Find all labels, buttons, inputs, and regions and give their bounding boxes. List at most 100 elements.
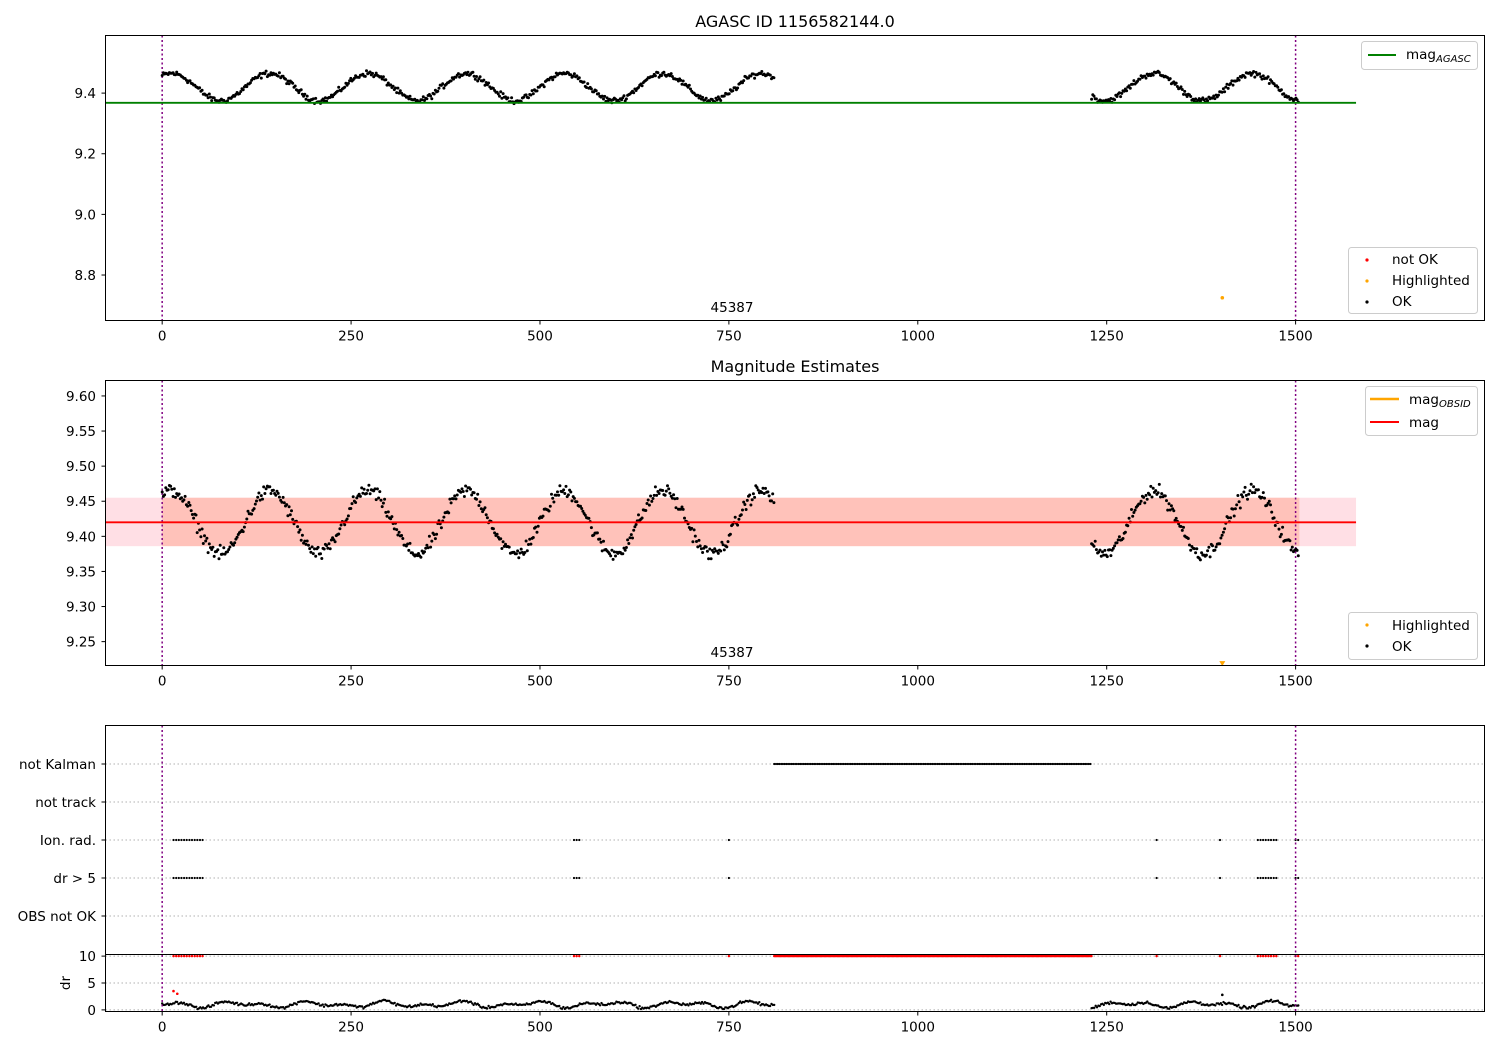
ok-point — [670, 75, 674, 78]
ok-point — [375, 487, 379, 491]
ok-point — [343, 85, 347, 89]
y-tick-label: 9.30 — [66, 600, 96, 616]
flag-point — [1256, 876, 1259, 880]
ok-point — [572, 72, 576, 76]
ok-point — [297, 91, 301, 95]
ok-point — [681, 79, 685, 83]
ok-point — [1243, 485, 1247, 489]
dr-outlier-point — [175, 992, 179, 996]
ok-point — [343, 523, 347, 527]
flag-point — [889, 762, 892, 766]
flag-point — [941, 762, 944, 766]
ok-point — [311, 97, 315, 101]
flag-point — [1037, 762, 1040, 766]
ok-point — [1263, 496, 1266, 500]
ok-point — [772, 501, 776, 505]
ok-point — [256, 495, 260, 499]
ok-point — [1103, 548, 1107, 552]
flag-point — [177, 876, 180, 880]
ok-point — [1150, 495, 1154, 499]
ok-point — [284, 77, 287, 81]
flag-point — [877, 762, 880, 766]
dr-point — [209, 1005, 213, 1008]
ok-point — [314, 96, 318, 100]
ok-point — [698, 94, 702, 98]
ok-point — [536, 524, 540, 528]
ok-point — [277, 71, 281, 75]
flag-point — [1272, 876, 1275, 880]
ok-point — [423, 99, 426, 102]
flag-point — [1068, 762, 1071, 766]
ok-point — [628, 536, 632, 540]
ok-point — [304, 97, 308, 101]
ok-point — [1120, 91, 1124, 95]
flag-point — [807, 762, 811, 766]
flag-point — [1085, 762, 1089, 766]
ok-point — [303, 539, 307, 543]
ok-point — [720, 540, 724, 544]
ok-point — [182, 498, 186, 502]
flag-point — [891, 762, 894, 766]
ok-point — [310, 545, 314, 549]
ok-point — [1174, 81, 1178, 85]
ok-point — [1121, 537, 1125, 540]
ok-point — [716, 551, 720, 555]
ok-point — [663, 493, 667, 497]
ok-point — [1094, 548, 1098, 552]
ok-point — [1232, 514, 1236, 518]
ok-point — [525, 549, 529, 553]
ok-point — [188, 79, 192, 83]
flag-point — [840, 762, 844, 766]
ok-point — [263, 72, 267, 76]
ok-point — [285, 82, 289, 86]
ok-point — [384, 510, 388, 514]
ok-point — [268, 73, 272, 77]
ok-point — [1098, 548, 1102, 552]
ok-point — [504, 542, 507, 546]
flag-point — [177, 838, 180, 842]
flag-point — [919, 762, 922, 766]
ok-point — [1109, 554, 1113, 558]
ok-point — [1131, 82, 1135, 86]
dr-flagged-point — [578, 954, 581, 958]
ok-point — [1154, 489, 1158, 493]
flag-point — [1087, 762, 1090, 766]
ok-point — [1259, 75, 1263, 79]
ok-point — [241, 88, 245, 92]
ok-point — [201, 542, 205, 545]
ok-point — [1213, 97, 1217, 101]
ok-point — [1144, 76, 1148, 80]
flag-point — [896, 762, 899, 766]
ok-point — [177, 492, 181, 496]
ok-point — [1157, 71, 1161, 74]
ok-point — [297, 530, 301, 534]
flag-point — [1042, 762, 1045, 766]
ok-point — [1296, 554, 1300, 558]
ok-point — [670, 496, 674, 500]
flag-point — [903, 762, 906, 766]
flag-point — [1065, 762, 1068, 766]
ok-point — [623, 548, 627, 552]
flag-point — [1054, 762, 1057, 766]
ok-point — [226, 99, 229, 103]
ok-point — [766, 490, 770, 494]
ok-point — [1207, 545, 1211, 549]
ok-point — [385, 514, 389, 518]
ok-point — [1219, 536, 1223, 540]
ok-point — [1160, 492, 1164, 496]
ok-point — [274, 493, 278, 497]
ok-point — [163, 493, 167, 497]
dr-point — [393, 1001, 396, 1005]
dr-flagged-point — [1090, 954, 1093, 958]
ok-point — [1252, 70, 1256, 73]
ok-point — [600, 94, 604, 98]
ok-point — [1270, 510, 1274, 514]
ok-point — [1221, 87, 1225, 91]
dr-point — [1269, 998, 1273, 1001]
dr-flagged-point — [180, 954, 183, 958]
ok-point — [640, 84, 644, 88]
legend2-highlighted-label: Highlighted — [1392, 618, 1470, 634]
dr-point — [248, 1002, 251, 1005]
y-tick-label: 9.50 — [66, 459, 96, 475]
ok-point — [461, 490, 465, 493]
